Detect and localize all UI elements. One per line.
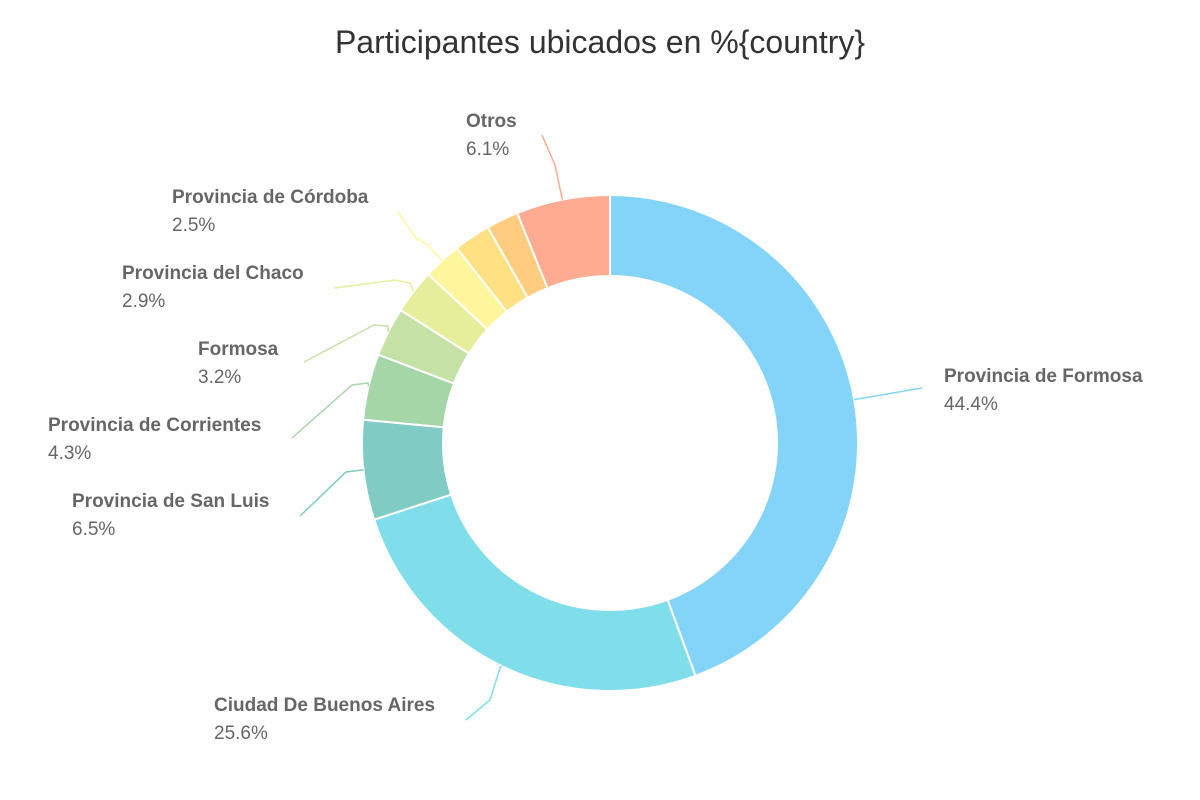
label-formosa: Formosa (198, 339, 279, 360)
percent-provincia-de-san-luis: 6.5% (72, 519, 115, 540)
leader-line-provincia-del-chaco (333, 279, 415, 292)
leader-line-provincia-de-corrientes (291, 382, 370, 439)
percent-ciudad-de-buenos-aires: 25.6% (214, 723, 268, 744)
percent-provincia-de-corrientes: 4.3% (48, 443, 91, 464)
percent-formosa: 3.2% (198, 367, 241, 388)
label-otros: Otros (466, 111, 517, 132)
label-ciudad-de-buenos-aires: Ciudad De Buenos Aires (214, 695, 435, 716)
slice-otros[interactable] (515, 193, 611, 290)
slice-ciudad-de-buenos-aires[interactable] (372, 493, 697, 692)
leader-line-otros (541, 134, 564, 200)
percent-provincia-de-formosa: 44.4% (944, 394, 998, 415)
label-provincia-de-corrientes: Provincia de Corrientes (48, 415, 261, 436)
slice-provincia-de-formosa[interactable] (609, 193, 859, 678)
label-provincia-del-chaco: Provincia del Chaco (122, 263, 304, 284)
leader-line-formosa (303, 324, 390, 363)
label-provincia-de-cordoba: Provincia de Córdoba (172, 187, 369, 208)
leader-line-provincia-de-formosa (854, 387, 923, 401)
leader-lines (291, 134, 923, 721)
percent-otros: 6.1% (466, 139, 509, 160)
percent-provincia-de-cordoba: 2.5% (172, 215, 215, 236)
percent-provincia-del-chaco: 2.9% (122, 291, 165, 312)
leader-line-provincia-de-cordoba (397, 211, 443, 262)
leader-line-provincia-de-san-luis (299, 469, 364, 517)
chart-title: Participantes ubicados en %{country} (334, 24, 866, 60)
leader-line-ciudad-de-buenos-aires (465, 665, 503, 721)
slice-labels: Provincia de Formosa 44.4% Ciudad De Bueno… (48, 111, 1143, 744)
donut-slices (361, 193, 859, 692)
label-provincia-de-formosa: Provincia de Formosa (944, 366, 1143, 387)
label-provincia-de-san-luis: Provincia de San Luis (72, 491, 269, 512)
